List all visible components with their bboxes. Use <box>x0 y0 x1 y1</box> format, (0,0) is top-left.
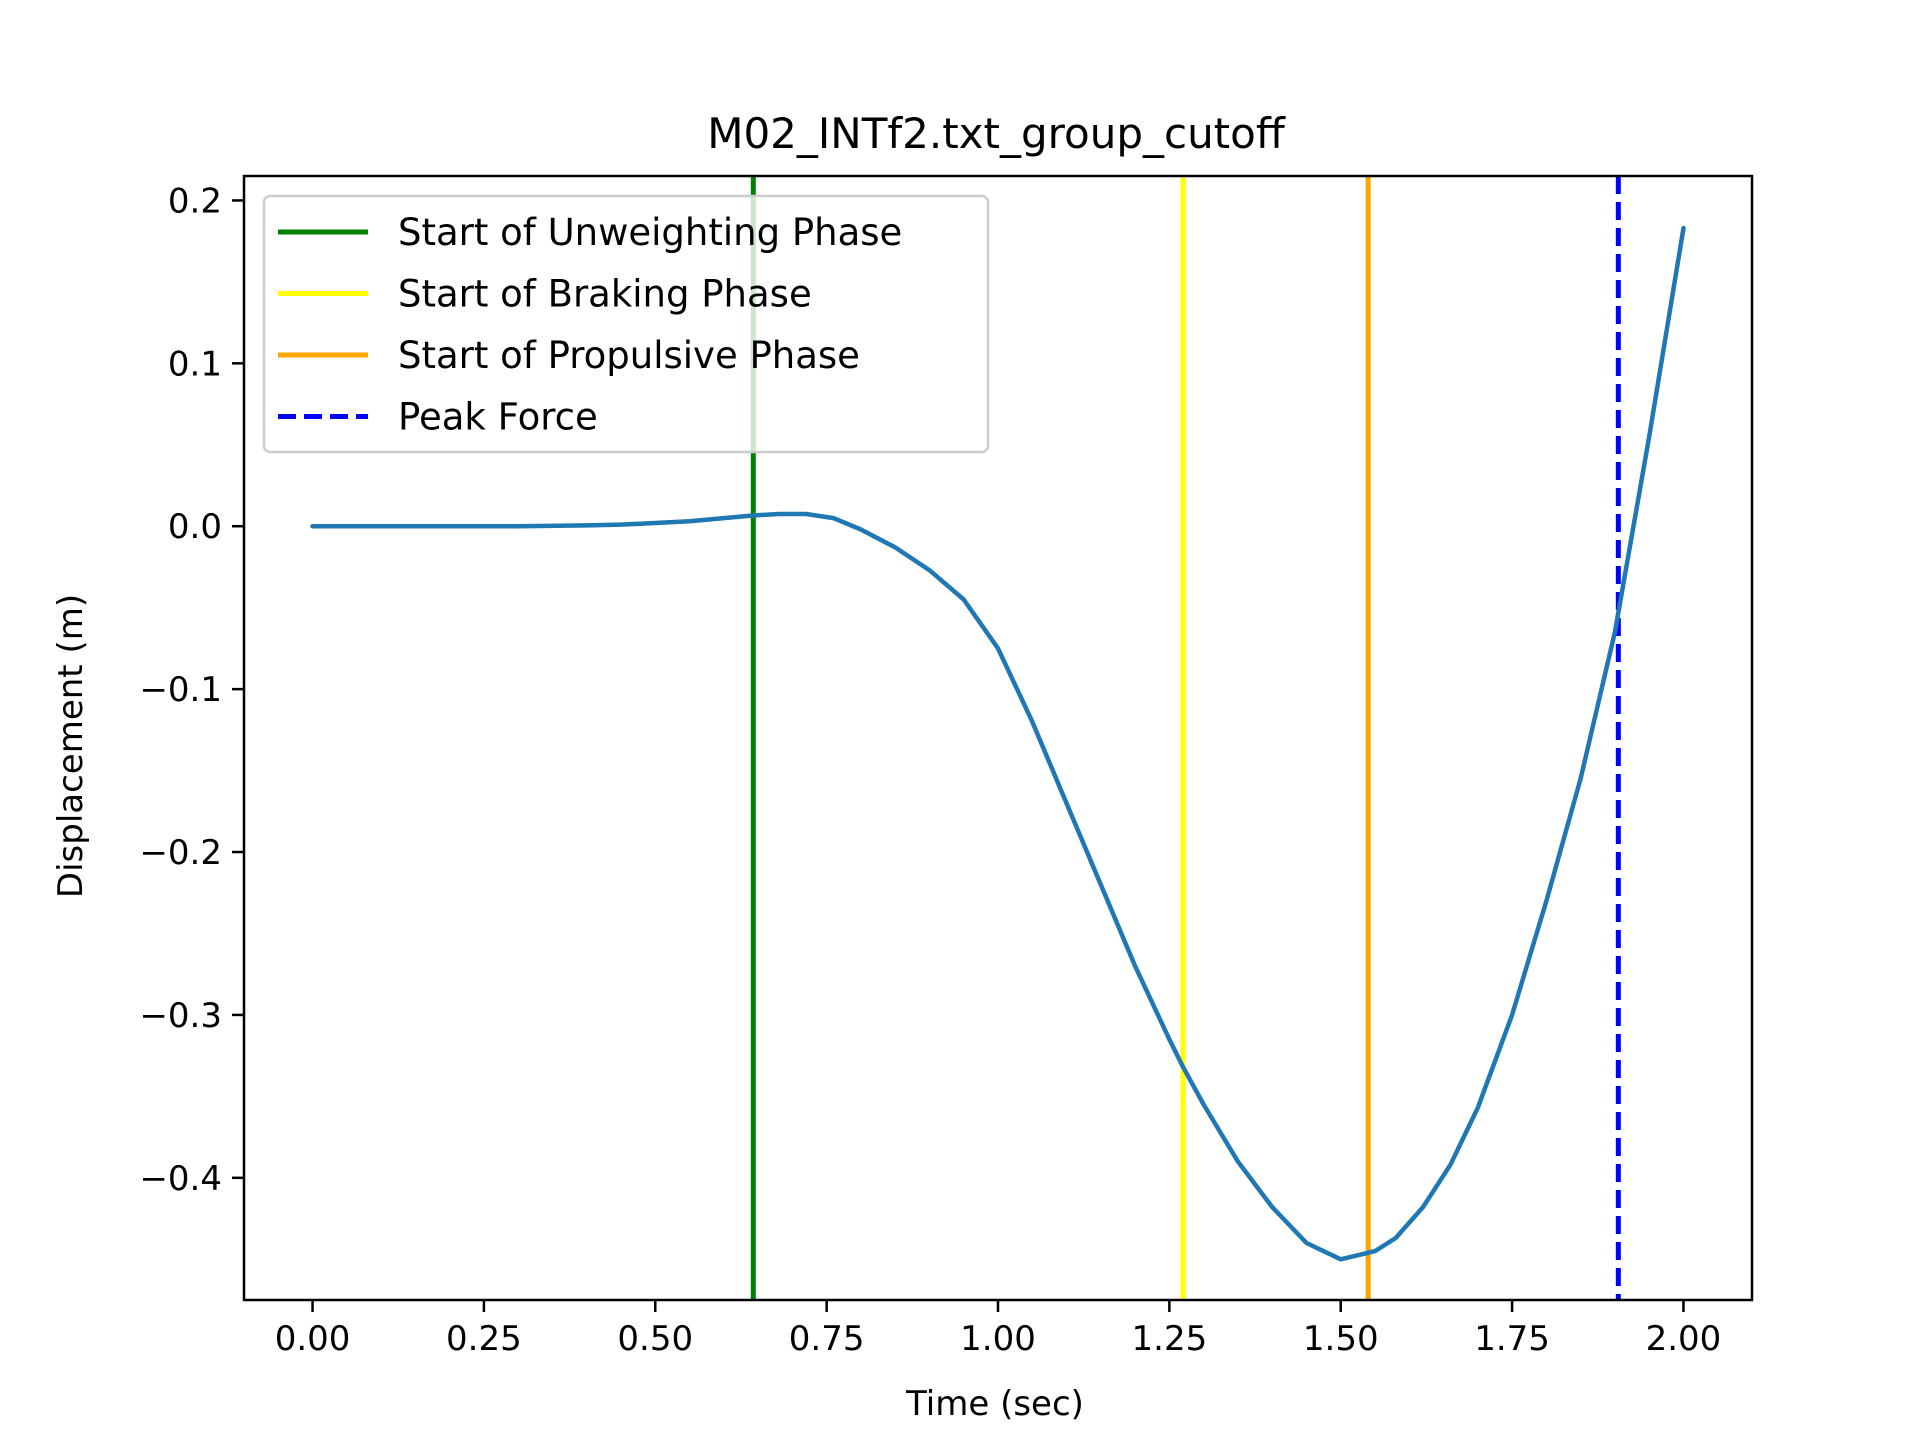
x-tick-label: 2.00 <box>1646 1319 1722 1359</box>
legend-label: Peak Force <box>398 396 598 439</box>
legend-label: Start of Propulsive Phase <box>398 334 860 377</box>
y-tick-label: −0.3 <box>139 996 222 1036</box>
legend-label: Start of Unweighting Phase <box>398 211 902 254</box>
y-tick-label: −0.1 <box>139 670 222 710</box>
y-tick-label: −0.4 <box>139 1159 222 1199</box>
axes-layer: 0.00 0.25 0.50 0.75 1.00 1.25 1.50 1.75 2.00 0.2 0… <box>139 174 1754 1359</box>
y-tick-label: −0.2 <box>139 833 222 873</box>
y-tick-label: 0.2 <box>168 181 222 221</box>
x-tick-label: 0.50 <box>617 1319 693 1359</box>
legend: Start of Unweighting Phase Start of Braki… <box>262 194 990 454</box>
x-axis-label: Time (sec) <box>905 1384 1084 1424</box>
x-tick-label: 0.00 <box>275 1319 351 1359</box>
chart-title: M02_INTf2.txt_group_cutoff <box>707 109 1286 158</box>
y-tick-label: 0.1 <box>168 344 222 384</box>
x-tick-label: 0.25 <box>446 1319 522 1359</box>
legend-label: Start of Braking Phase <box>398 273 812 316</box>
x-tick-label: 1.75 <box>1474 1319 1550 1359</box>
y-tick-label: 0.0 <box>168 507 222 547</box>
y-axis-label: Displacement (m) <box>51 594 91 898</box>
legend-box <box>262 194 990 454</box>
series-line-0 <box>310 225 1686 1262</box>
x-tick-label: 1.25 <box>1132 1319 1208 1359</box>
x-tick-label: 1.50 <box>1303 1319 1379 1359</box>
x-tick-label: 1.00 <box>960 1319 1036 1359</box>
x-tick-label: 0.75 <box>789 1319 865 1359</box>
